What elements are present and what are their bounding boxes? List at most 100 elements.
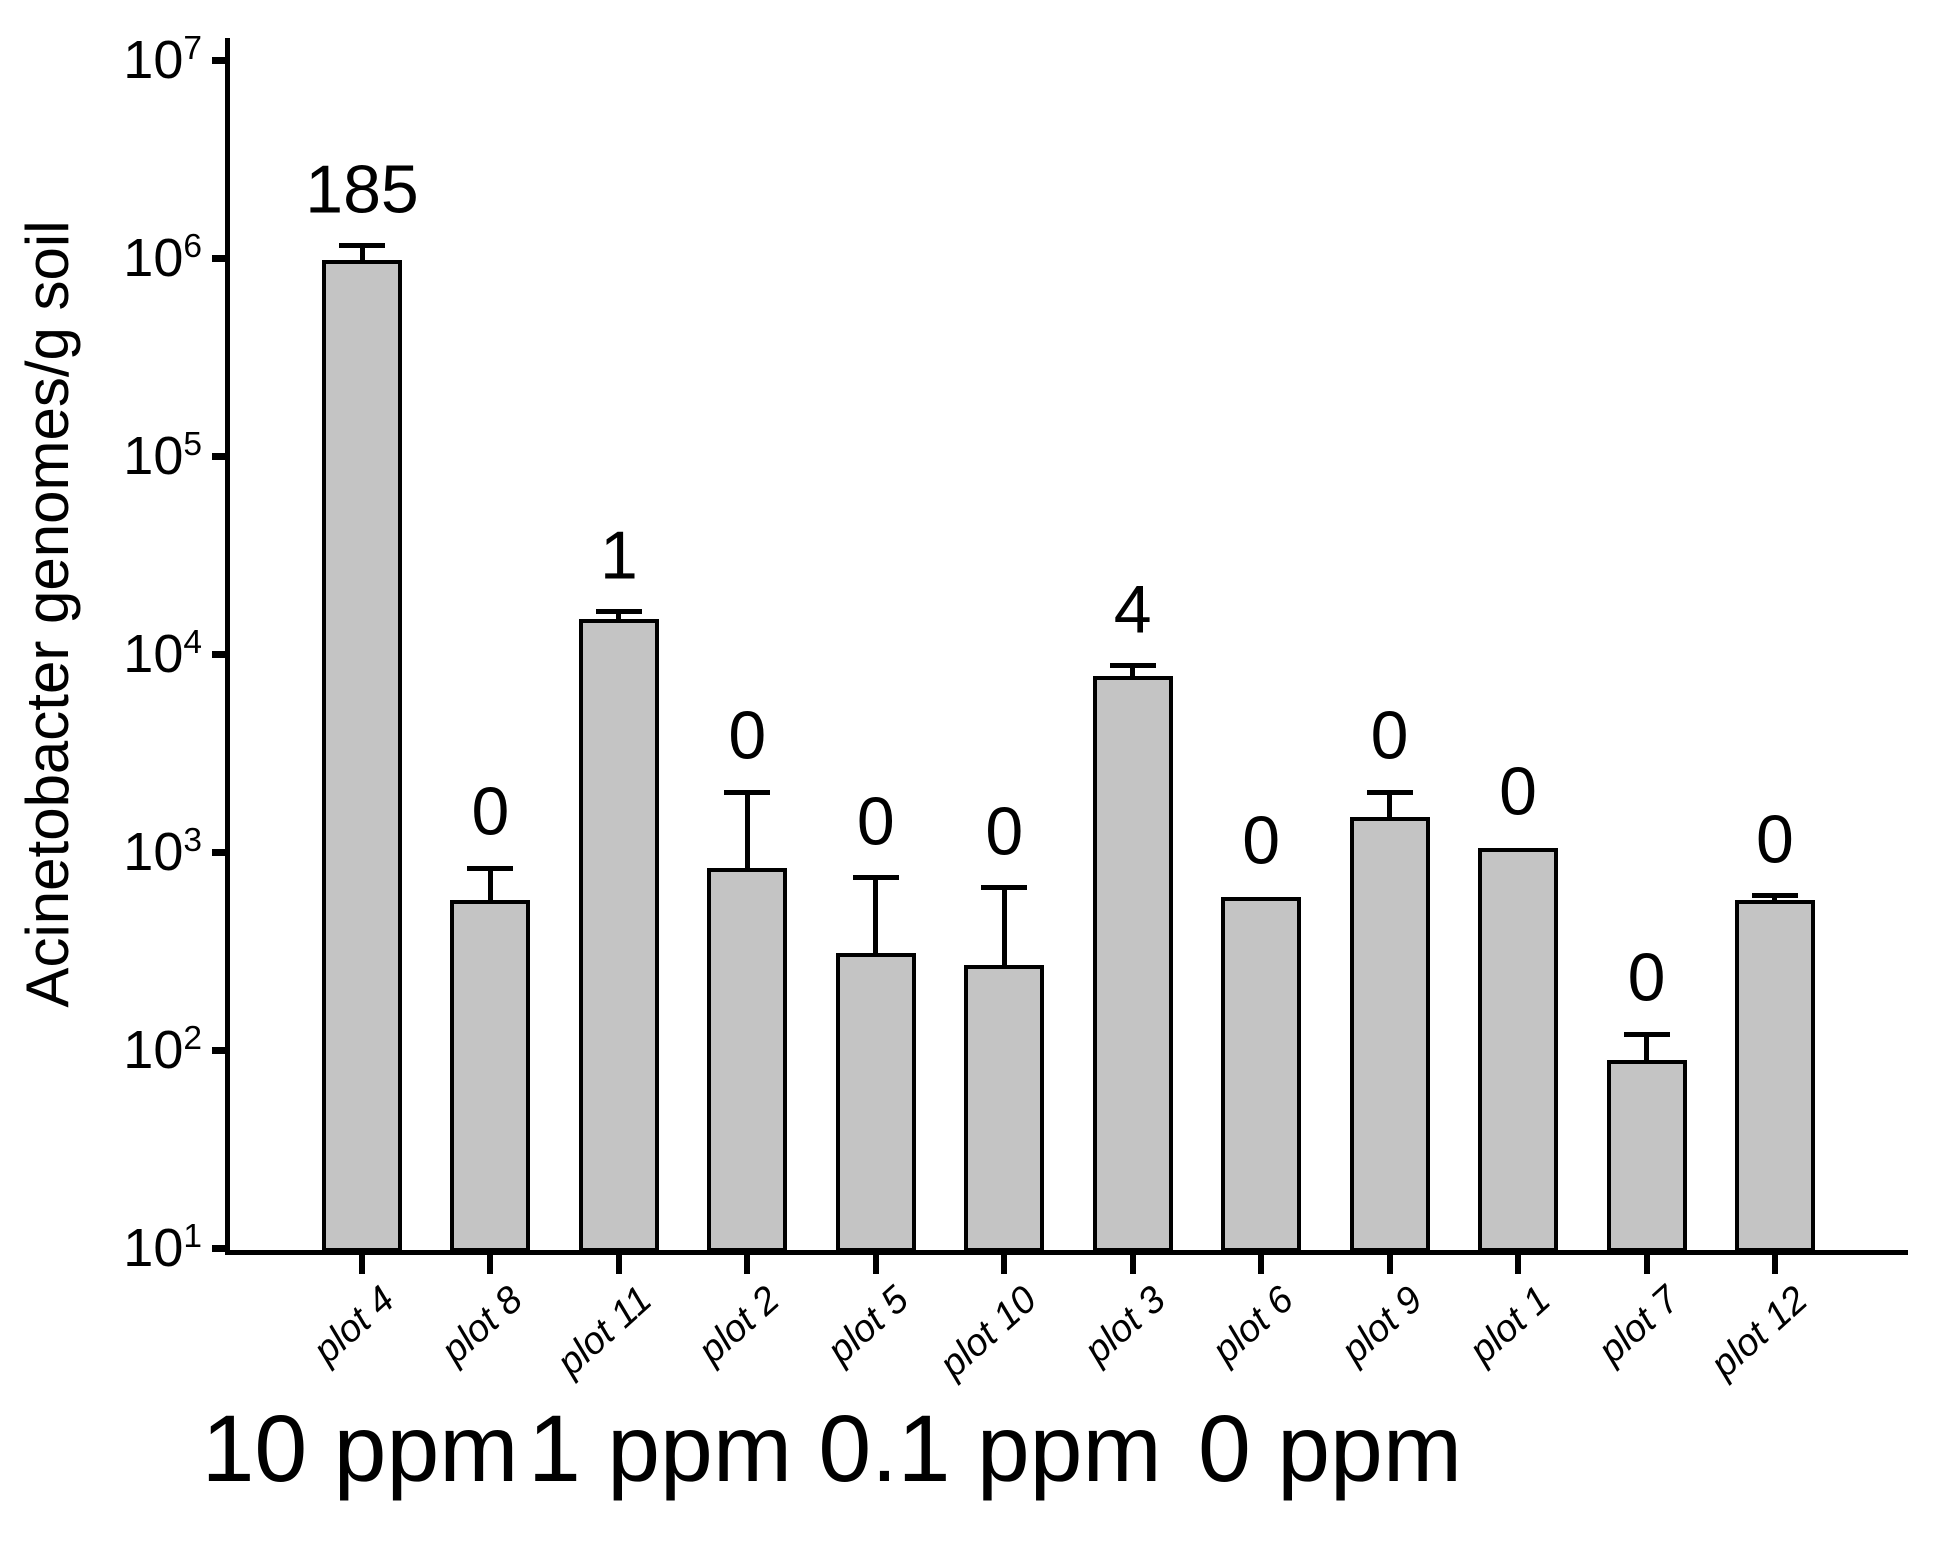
bar-value-label: 0 <box>1627 939 1666 1016</box>
x-tick <box>1386 1252 1393 1274</box>
y-tick-exponent: 2 <box>183 1020 202 1057</box>
x-tick <box>615 1252 622 1274</box>
x-tick <box>359 1252 365 1274</box>
x-tick-label: plot 1 <box>1461 1278 1559 1372</box>
group-label: 0.1 ppm <box>818 1396 1162 1502</box>
y-tick-label: 107 <box>123 30 202 90</box>
error-cap <box>724 789 771 795</box>
y-tick-label: 103 <box>123 822 202 882</box>
bar <box>1221 897 1302 1252</box>
error-whisker <box>1644 1034 1649 1060</box>
x-tick-label: plot 12 <box>1702 1278 1816 1387</box>
y-tick <box>212 848 230 856</box>
y-axis-title: Acinetobacter genomes/g soil <box>14 220 81 1008</box>
x-tick <box>1129 1252 1136 1274</box>
y-tick-label: 105 <box>123 426 202 486</box>
y-tick-base: 10 <box>123 228 184 288</box>
error-whisker <box>1387 792 1393 818</box>
x-tick-label: plot 4 <box>305 1278 403 1372</box>
x-tick <box>744 1252 751 1274</box>
error-cap <box>852 875 899 881</box>
y-tick <box>212 56 230 64</box>
bar <box>578 619 659 1252</box>
x-tick <box>487 1252 494 1274</box>
bar-value-label: 1 <box>599 517 638 594</box>
bar-value-label: 4 <box>1113 571 1152 648</box>
error-whisker <box>873 877 879 953</box>
error-whisker <box>616 611 622 620</box>
y-tick <box>212 1046 230 1054</box>
error-whisker <box>487 868 493 901</box>
y-tick <box>212 254 230 262</box>
x-tick-label: plot 6 <box>1204 1278 1302 1372</box>
y-tick-exponent: 1 <box>183 1218 202 1255</box>
bar-value-label: 0 <box>1242 802 1281 879</box>
y-tick-exponent: 4 <box>183 624 202 661</box>
y-tick-label: 104 <box>123 624 202 681</box>
y-tick-label: 106 <box>123 228 202 288</box>
bar <box>450 900 531 1252</box>
y-tick-exponent: 6 <box>183 228 202 265</box>
x-tick <box>1001 1252 1008 1274</box>
bar-value-label: 0 <box>1499 753 1537 830</box>
group-label: 10 ppm <box>201 1396 519 1502</box>
bar <box>835 952 916 1252</box>
bar-value-label: 0 <box>728 698 767 774</box>
error-cap <box>1623 1031 1670 1037</box>
x-tick <box>1643 1252 1650 1274</box>
y-tick <box>212 452 230 460</box>
bar <box>322 259 402 1252</box>
y-tick <box>212 650 230 658</box>
y-tick-base: 10 <box>123 426 184 486</box>
x-tick-label: plot 3 <box>1076 1278 1174 1372</box>
error-whisker <box>1001 887 1007 965</box>
x-tick-label: plot 5 <box>819 1278 917 1372</box>
bar <box>1478 847 1559 1252</box>
y-axis-line <box>225 38 230 1255</box>
error-cap <box>467 865 514 871</box>
group-label: 1 ppm <box>527 1396 793 1502</box>
x-tick-label: plot 7 <box>1590 1278 1688 1372</box>
error-whisker <box>359 245 365 260</box>
x-tick-label: plot 2 <box>690 1278 789 1372</box>
y-tick-base: 10 <box>123 1020 184 1080</box>
x-tick <box>1515 1252 1522 1274</box>
y-tick-base: 10 <box>123 822 184 882</box>
bar-value-label: 0 <box>856 783 895 860</box>
y-tick-exponent: 7 <box>183 30 202 67</box>
y-tick-label: 102 <box>123 1020 202 1080</box>
y-tick-label: 101 <box>123 1218 202 1278</box>
bar-value-label: 0 <box>1756 801 1794 878</box>
bar-value-label: 185 <box>305 151 419 228</box>
error-cap <box>1751 893 1798 899</box>
x-tick <box>1771 1252 1778 1274</box>
error-cap <box>981 885 1028 891</box>
bar-value-label: 0 <box>985 793 1024 870</box>
bar-value-label: 0 <box>471 773 510 850</box>
y-tick <box>212 1244 230 1252</box>
group-label: 0 ppm <box>1197 1396 1463 1502</box>
bar <box>964 964 1045 1252</box>
y-tick-base: 10 <box>123 1218 184 1278</box>
bar <box>707 868 788 1252</box>
x-tick <box>1258 1252 1265 1274</box>
error-whisker <box>1130 665 1136 677</box>
error-whisker <box>744 792 750 869</box>
error-cap <box>1366 789 1413 795</box>
y-tick-exponent: 3 <box>183 822 202 859</box>
error-cap <box>339 243 385 249</box>
x-tick-label: plot 9 <box>1333 1278 1431 1372</box>
bar <box>1092 676 1173 1252</box>
x-axis-line <box>225 1249 1908 1255</box>
x-tick-label: plot 8 <box>434 1278 532 1372</box>
error-cap <box>595 609 642 615</box>
y-tick-exponent: 5 <box>183 426 202 463</box>
y-tick-base: 10 <box>123 30 184 90</box>
error-cap <box>1109 663 1156 669</box>
bar <box>1734 900 1815 1252</box>
bar <box>1349 817 1430 1252</box>
x-tick-label: plot 11 <box>548 1278 660 1385</box>
bar-value-label: 0 <box>1370 698 1409 774</box>
x-tick-label: plot 10 <box>932 1278 1046 1387</box>
